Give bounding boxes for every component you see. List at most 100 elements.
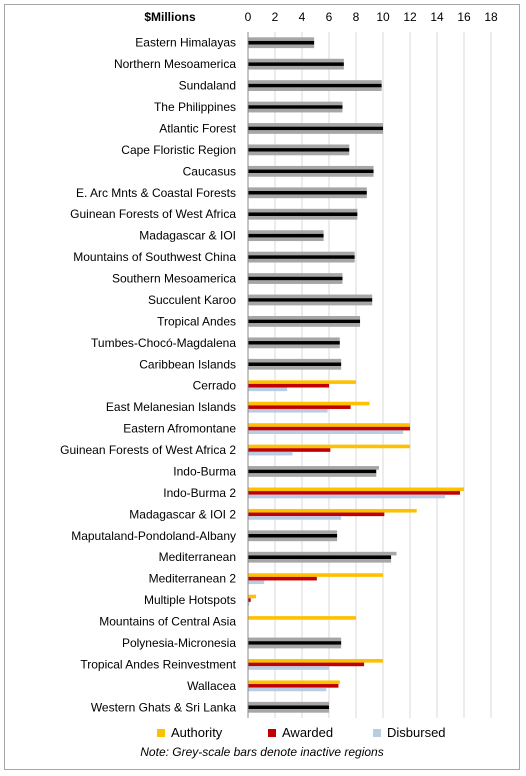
category-label: Indo-Burma — [173, 464, 236, 478]
category-label: Cape Floristic Region — [121, 143, 236, 157]
bar-disbursed — [248, 366, 342, 370]
bar-disbursed — [248, 451, 293, 456]
legend-label-awarded: Awarded — [282, 725, 333, 740]
category-label: East Melanesian Islands — [106, 400, 236, 414]
bar-disbursed — [248, 301, 373, 306]
legend-swatch-authority — [157, 729, 165, 737]
bar-awarded — [248, 491, 460, 495]
bar-authority — [248, 58, 344, 63]
bar-authority — [248, 401, 370, 406]
category-label: Mediterranean — [159, 550, 236, 564]
x-tick-label: 18 — [484, 10, 498, 24]
x-tick-label: 12 — [403, 10, 417, 24]
bar-awarded — [248, 598, 251, 602]
bar-awarded — [248, 233, 324, 238]
category-label: Multiple Hotspots — [144, 593, 236, 607]
bar-authority — [248, 37, 315, 41]
bar-awarded — [248, 298, 373, 302]
x-tick-label: 8 — [353, 10, 360, 24]
bar-disbursed — [248, 280, 343, 284]
bar-authority — [248, 616, 356, 620]
x-tick-label: 16 — [457, 10, 471, 24]
category-label: Indo-Burma 2 — [163, 486, 236, 500]
category-label: Eastern Himalayas — [135, 36, 236, 50]
bar-disbursed — [248, 473, 377, 477]
bar-awarded — [248, 705, 329, 710]
bar-disbursed — [248, 601, 250, 606]
bar-authority — [248, 573, 383, 577]
bar-awarded — [248, 169, 374, 174]
bar-disbursed — [248, 644, 342, 649]
legend-label-authority: Authority — [171, 725, 223, 740]
bar-awarded — [248, 83, 382, 88]
category-label: Sundaland — [179, 79, 236, 93]
bar-awarded — [248, 512, 385, 517]
bar-disbursed — [248, 344, 340, 349]
bar-awarded — [248, 40, 315, 45]
bar-awarded — [248, 341, 340, 345]
bar-awarded — [248, 641, 342, 645]
bar-awarded — [248, 319, 361, 324]
bar-disbursed — [248, 87, 382, 91]
bar-awarded — [248, 276, 343, 281]
category-label: Madagascar & IOI 2 — [129, 507, 236, 521]
bar-disbursed — [248, 194, 367, 199]
bar-disbursed — [248, 687, 327, 692]
category-label: Polynesia-Micronesia — [122, 636, 236, 650]
category-label: Eastern Afromontane — [123, 422, 236, 436]
category-label: Mountains of Southwest China — [73, 250, 236, 264]
bar-authority — [248, 294, 373, 299]
category-label: Guinean Forests of West Africa 2 — [60, 443, 236, 457]
bar-authority — [248, 165, 374, 170]
bar-disbursed — [248, 580, 265, 585]
category-label: Guinean Forests of West Africa — [70, 207, 236, 221]
bar-awarded — [248, 533, 338, 538]
gridlines — [274, 32, 492, 718]
category-label: Succulent Karoo — [148, 293, 236, 307]
bar-authority — [248, 144, 350, 149]
bar-awarded — [248, 405, 351, 409]
bar-awarded — [248, 448, 331, 452]
bar-disbursed — [248, 709, 329, 713]
bar-authority — [248, 659, 383, 663]
category-label: The Philippines — [154, 100, 236, 114]
bar-disbursed — [248, 666, 329, 670]
bar-authority — [248, 208, 358, 213]
bar-authority — [248, 80, 382, 84]
category-label: E. Arc Mnts & Coastal Forests — [76, 186, 236, 200]
bar-disbursed — [248, 494, 446, 499]
category-label: Northern Mesoamerica — [114, 57, 236, 71]
bar-disbursed — [248, 151, 350, 156]
bar-awarded — [248, 662, 365, 667]
bar-awarded — [248, 190, 367, 195]
bar-authority — [248, 466, 379, 470]
category-label: Caribbean Islands — [139, 357, 236, 371]
category-label: Southern Mesoamerica — [112, 272, 236, 286]
bar-disbursed — [248, 408, 328, 413]
bar-disbursed — [248, 173, 374, 177]
bar-authority — [248, 316, 361, 320]
category-label: Western Ghats & Sri Lanka — [91, 700, 237, 714]
bar-awarded — [248, 362, 342, 367]
bar-awarded — [248, 555, 392, 560]
units-label: $Millions — [144, 10, 196, 24]
bar-authority — [248, 251, 355, 256]
category-labels: Eastern Himalayas Northern Mesoamerica Sun… — [60, 36, 237, 715]
category-label: Mountains of Central Asia — [99, 615, 236, 629]
bar-awarded — [248, 469, 377, 474]
category-label: Caucasus — [183, 164, 236, 178]
category-label: Tumbes-Chocó-Magdalena — [91, 336, 236, 350]
bar-authority — [248, 701, 329, 706]
bar-awarded — [248, 105, 343, 109]
bar-authority — [248, 123, 383, 127]
category-label: Tropical Andes — [157, 314, 236, 328]
bar-disbursed — [248, 323, 361, 327]
x-tick-label: 4 — [299, 10, 306, 24]
category-label: Wallacea — [187, 679, 236, 693]
x-tick-label: 6 — [326, 10, 333, 24]
bar-authority — [248, 551, 397, 556]
bar-awarded — [248, 62, 344, 66]
bar-authority — [248, 423, 410, 427]
category-label: Tropical Andes Reinvestment — [80, 657, 236, 671]
bar-disbursed — [248, 258, 355, 263]
